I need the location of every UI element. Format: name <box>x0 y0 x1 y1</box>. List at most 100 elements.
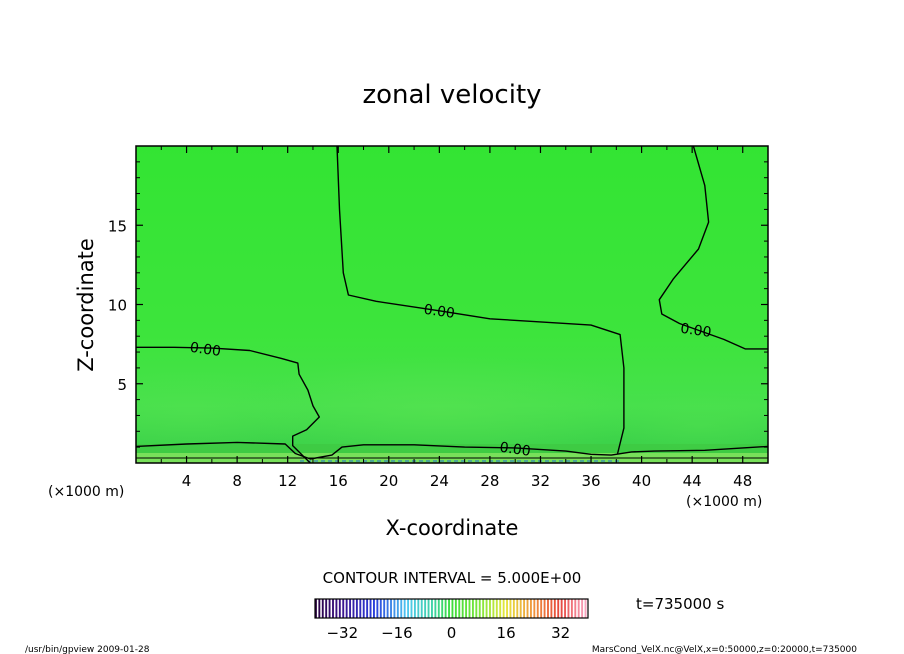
colorbar-swatch <box>584 599 587 618</box>
colorbar-swatch <box>564 599 566 618</box>
colorbar-swatch <box>478 599 481 618</box>
colorbar-swatch <box>577 599 580 618</box>
colorbar-swatch <box>506 599 508 618</box>
colorbar-swatch <box>352 599 355 618</box>
colorbar: −32 −16 0 16 32 <box>314 598 589 642</box>
colorbar-swatch <box>495 599 498 618</box>
colorbar-swatch <box>349 599 352 618</box>
colorbar-swatch <box>434 599 437 618</box>
colorbar-swatch <box>441 599 444 618</box>
x-tick-label: 24 <box>430 472 449 490</box>
zero-contour-1 <box>136 346 320 463</box>
colorbar-swatch <box>516 599 519 618</box>
colorbar-swatch <box>359 599 362 618</box>
y-axis-label: Z-coordinate <box>74 238 98 372</box>
colorbar-swatch <box>471 599 474 618</box>
colorbar-swatch <box>444 599 447 618</box>
colorbar-swatch <box>557 599 560 618</box>
colorbar-swatch <box>547 599 549 618</box>
colorbar-swatch <box>338 599 341 618</box>
colorbar-swatch <box>529 599 532 618</box>
colorbar-swatch <box>451 599 454 618</box>
x-axis-label: X-coordinate <box>386 516 519 540</box>
colorbar-swatch <box>570 599 573 618</box>
y-tick-label: 10 <box>108 297 127 315</box>
colorbar-swatch <box>482 599 485 618</box>
colorbar-swatch <box>512 599 515 618</box>
x-unit-right: (×1000 m) <box>686 494 762 510</box>
colorbar-tick-label: 16 <box>497 624 516 642</box>
colorbar-swatch <box>567 599 570 618</box>
near-surface-band <box>136 444 768 453</box>
zero-contour-2 <box>336 146 625 454</box>
zero-contour-4 <box>136 441 768 460</box>
colorbar-swatch <box>574 599 577 618</box>
x-tick-label: 48 <box>733 472 752 490</box>
x-tick-label: 12 <box>278 472 297 490</box>
colorbar-swatch <box>543 599 546 618</box>
chart-title: zonal velocity <box>362 80 541 110</box>
colorbar-swatch <box>362 599 365 618</box>
colorbar-swatch <box>393 599 396 618</box>
colorbar-swatch <box>335 599 338 618</box>
x-tick-label: 44 <box>683 472 702 490</box>
contour-lines <box>136 146 768 463</box>
colorbar-swatch <box>318 599 321 618</box>
colorbar-swatch <box>407 599 410 618</box>
contour-interval-text: CONTOUR INTERVAL = 5.000E+00 <box>323 569 582 587</box>
colorbar-swatch <box>523 599 526 618</box>
colorbar-swatch <box>410 599 413 618</box>
colorbar-swatch <box>509 599 512 618</box>
colorbar-swatch <box>550 599 553 618</box>
colorbar-swatch <box>417 599 420 618</box>
y-tick-label: 15 <box>108 217 127 235</box>
colorbar-swatch <box>383 599 386 618</box>
colorbar-swatch <box>366 599 369 618</box>
colorbar-swatch <box>560 599 563 618</box>
colorbar-swatch <box>536 599 539 618</box>
contour-label-2: 0.00 <box>423 302 456 322</box>
x-tick-label: 28 <box>480 472 499 490</box>
colorbar-swatch <box>448 599 450 618</box>
footer-left: /usr/bin/gpview 2009-01-28 <box>25 645 150 654</box>
colorbar-swatch <box>540 599 543 618</box>
colorbar-swatch <box>581 599 584 618</box>
colorbar-swatch <box>519 599 522 618</box>
colorbar-tick-label: 0 <box>447 624 457 642</box>
x-tick-label: 8 <box>232 472 242 490</box>
colorbar-swatch <box>345 599 348 618</box>
zero-contour-3 <box>658 146 768 350</box>
colorbar-swatch <box>502 599 505 618</box>
colorbar-swatch <box>420 599 423 618</box>
colorbar-ticks: −32 −16 0 16 32 <box>326 624 570 642</box>
colorbar-swatch <box>427 599 430 618</box>
colorbar-tick-label: 32 <box>551 624 570 642</box>
colorbar-swatch <box>396 599 399 618</box>
colorbar-swatch <box>376 599 379 618</box>
colorbar-swatch <box>355 599 358 618</box>
heatmap-blob-left <box>136 370 310 460</box>
colorbar-swatches <box>315 599 587 618</box>
colorbar-swatch <box>379 599 382 618</box>
colorbar-swatch <box>458 599 461 618</box>
colorbar-swatch <box>553 599 556 618</box>
x-tick-label: 20 <box>379 472 398 490</box>
colorbar-swatch <box>465 599 468 618</box>
colorbar-swatch <box>328 599 331 618</box>
contour-labels: 0.00 0.00 0.00 0.00 <box>189 302 713 460</box>
colorbar-swatch <box>386 599 389 618</box>
colorbar-swatch <box>390 599 392 618</box>
colorbar-swatch <box>492 599 495 618</box>
x-unit-left: (×1000 m) <box>48 484 124 500</box>
colorbar-swatch <box>461 599 464 618</box>
colorbar-swatch <box>403 599 406 618</box>
colorbar-swatch <box>431 599 433 618</box>
contour-label-3: 0.00 <box>679 321 712 341</box>
colorbar-tick-label: −32 <box>326 624 358 642</box>
colorbar-swatch <box>315 599 317 618</box>
contour-label-1: 0.00 <box>189 340 222 360</box>
plot-area: 0.000.000.000.00 4 8 12 16 20 24 28 32 36 40 44 485… <box>108 145 769 490</box>
heatmap-blob-right <box>610 390 768 460</box>
